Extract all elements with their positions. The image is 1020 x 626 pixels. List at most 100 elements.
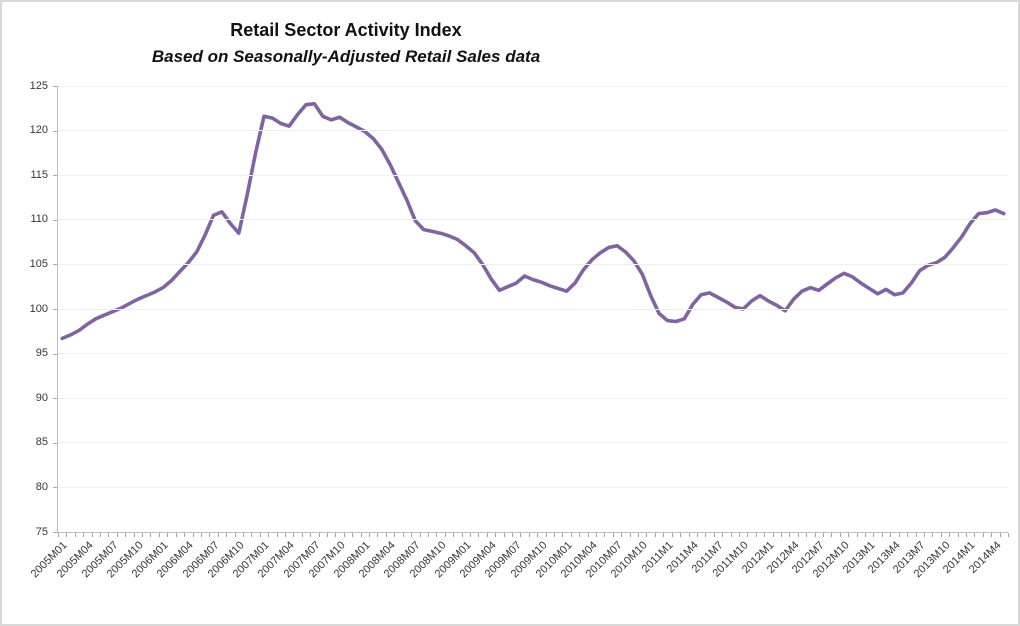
x-tick-mark [814, 533, 816, 537]
x-tick-mark [116, 533, 118, 537]
x-tick-mark [184, 533, 186, 537]
x-tick-mark [621, 533, 623, 537]
x-tick-mark [730, 533, 732, 537]
gridline-y-80 [58, 486, 1008, 488]
x-axis-line [57, 532, 1008, 533]
x-tick-mark [234, 533, 236, 537]
x-tick-mark [907, 533, 909, 537]
x-tick-mark [242, 533, 244, 537]
x-tick-mark [150, 533, 152, 537]
y-tick-mark [53, 86, 57, 87]
x-tick-mark [554, 533, 556, 537]
x-tick-mark [217, 533, 219, 537]
y-tick-label-125: 125 [29, 79, 48, 92]
x-tick-mark [999, 533, 1001, 537]
y-tick-label-100: 100 [29, 302, 48, 315]
x-tick-mark [797, 533, 799, 537]
y-tick-mark [53, 130, 57, 132]
x-tick-mark [259, 533, 261, 537]
x-tick-mark [806, 533, 808, 537]
x-tick-mark [654, 533, 656, 537]
y-tick-mark [53, 487, 57, 489]
x-tick-mark [469, 533, 471, 537]
plot-area [57, 85, 1008, 533]
x-tick-mark [108, 533, 110, 537]
x-tick-mark [461, 533, 463, 537]
gridline-y-95 [58, 353, 1008, 355]
x-tick-mark [705, 533, 707, 537]
x-tick-mark [301, 533, 303, 537]
y-tick-mark [53, 398, 57, 400]
y-tick-mark [53, 442, 57, 444]
gridline-y-110 [58, 219, 1008, 221]
x-tick-mark [570, 533, 572, 537]
x-tick-mark [158, 533, 160, 537]
x-tick-mark [352, 533, 354, 537]
x-tick-mark [419, 533, 421, 537]
y-tick-label-120: 120 [29, 124, 48, 137]
y-tick-mark [53, 309, 57, 310]
y-tick-label-110: 110 [30, 213, 48, 226]
y-tick-label-85: 85 [35, 436, 48, 449]
x-tick-mark [579, 533, 581, 537]
chart-subtitle: Based on Seasonally-Adjusted Retail Sale… [151, 47, 541, 66]
x-tick-mark [865, 533, 867, 537]
x-tick-mark [638, 533, 640, 537]
gridline-y-125 [58, 85, 1008, 87]
x-tick-mark [612, 533, 614, 537]
x-tick-mark [133, 533, 135, 537]
x-tick-mark [486, 533, 488, 537]
x-tick-mark [587, 533, 589, 537]
x-tick-mark [722, 533, 724, 537]
x-tick-mark [604, 533, 606, 537]
gridline-y-115 [58, 174, 1008, 176]
x-tick-mark [696, 533, 698, 537]
x-tick-mark [764, 533, 766, 537]
gridline-y-90 [58, 397, 1008, 399]
x-tick-mark [831, 533, 833, 537]
x-tick-mark [991, 533, 993, 537]
x-tick-mark [209, 533, 211, 537]
y-tick-label-95: 95 [35, 347, 48, 360]
x-tick-mark [411, 533, 413, 537]
x-tick-mark [949, 533, 951, 537]
y-tick-label-80: 80 [35, 480, 48, 493]
x-tick-mark [310, 533, 312, 537]
x-tick-mark [402, 533, 404, 537]
x-tick-mark [520, 533, 522, 537]
x-tick-mark [377, 533, 379, 537]
x-tick-mark [671, 533, 673, 537]
x-tick-mark [327, 533, 329, 537]
x-tick-mark [318, 533, 320, 537]
x-tick-mark [478, 533, 480, 537]
x-tick-mark [200, 533, 202, 537]
x-tick-mark [444, 533, 446, 537]
x-tick-mark [915, 533, 917, 537]
x-tick-mark [680, 533, 682, 537]
x-tick-mark [394, 533, 396, 537]
x-tick-mark [528, 533, 530, 537]
x-tick-mark [898, 533, 900, 537]
x-tick-mark [856, 533, 858, 537]
x-tick-mark [957, 533, 959, 537]
x-tick-mark [940, 533, 942, 537]
x-tick-mark [360, 533, 362, 537]
x-tick-mark [125, 533, 127, 537]
y-tick-mark [53, 175, 57, 177]
x-tick-mark [848, 533, 850, 537]
x-tick-mark [268, 533, 270, 537]
x-tick-mark [276, 533, 278, 537]
x-tick-mark [436, 533, 438, 537]
gridline-y-100 [58, 308, 1008, 310]
gridline-y-105 [58, 263, 1008, 265]
y-tick-label-115: 115 [30, 168, 48, 181]
y-tick-label-75: 75 [35, 525, 48, 538]
x-tick-mark [923, 533, 925, 537]
x-tick-mark [890, 533, 892, 537]
y-tick-mark [53, 353, 57, 355]
x-tick-mark [453, 533, 455, 537]
x-tick-mark [167, 533, 169, 537]
x-tick-mark [663, 533, 665, 537]
